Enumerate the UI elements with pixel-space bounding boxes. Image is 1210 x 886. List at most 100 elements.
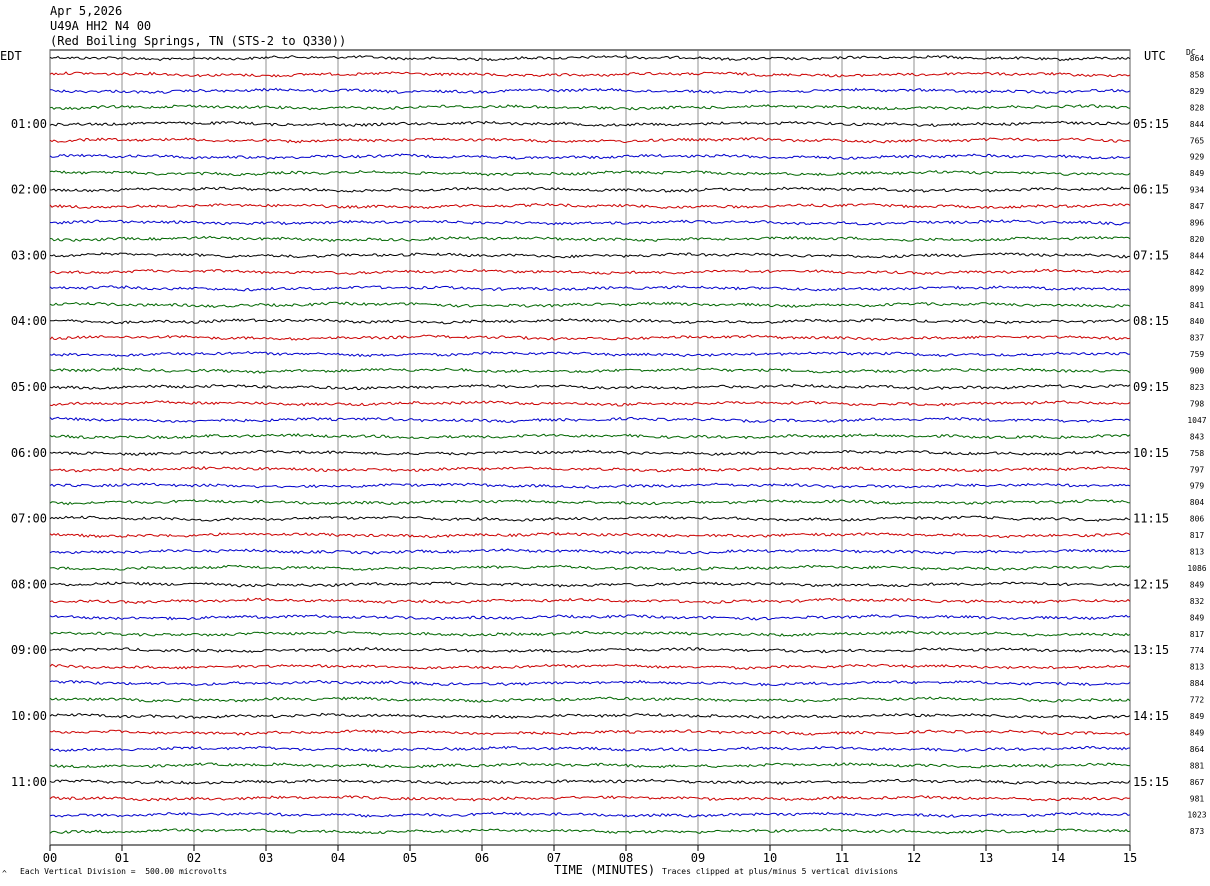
seismic-trace bbox=[49, 564, 1131, 572]
seismic-trace bbox=[49, 712, 1131, 720]
seismic-trace bbox=[49, 696, 1131, 703]
seismic-trace bbox=[49, 120, 1131, 127]
trace-dc-offset: 979 bbox=[1190, 482, 1205, 491]
trace-dc-offset: 849 bbox=[1190, 580, 1205, 589]
trace-dc-offset: 817 bbox=[1190, 531, 1205, 540]
trace-dc-offset: 896 bbox=[1190, 219, 1205, 228]
seismic-trace bbox=[49, 301, 1131, 308]
trace-dc-offset: 1047 bbox=[1187, 416, 1206, 425]
vertical-division-note: Each Vertical Division = 500.00 microvol… bbox=[20, 867, 228, 876]
seismic-trace bbox=[49, 137, 1131, 144]
seismic-trace bbox=[49, 432, 1131, 440]
left-time-label: 11:00 bbox=[11, 775, 47, 789]
x-tick-label: 09 bbox=[691, 851, 705, 865]
left-time-label: 06:00 bbox=[11, 446, 47, 460]
trace-dc-offset: 758 bbox=[1190, 449, 1205, 458]
trace-dc-offset: 813 bbox=[1190, 663, 1205, 672]
x-axis-title: TIME (MINUTES) bbox=[554, 863, 656, 877]
x-tick-label: 00 bbox=[43, 851, 57, 865]
seismic-trace bbox=[49, 235, 1131, 243]
right-time-label: 12:15 bbox=[1133, 577, 1169, 591]
left-time-label: 10:00 bbox=[11, 709, 47, 723]
left-time-label: 05:00 bbox=[11, 380, 47, 394]
seismic-trace bbox=[49, 614, 1131, 621]
seismic-trace bbox=[49, 515, 1131, 522]
trace-dc-offset: 881 bbox=[1190, 761, 1205, 770]
right-time-label: 05:15 bbox=[1133, 117, 1169, 131]
trace-dc-offset: 840 bbox=[1190, 317, 1205, 326]
right-time-label: 10:15 bbox=[1133, 446, 1169, 460]
x-tick-label: 07 bbox=[547, 851, 561, 865]
station-channel: U49A HH2 N4 00 bbox=[50, 19, 152, 33]
x-tick-label: 12 bbox=[907, 851, 921, 865]
right-time-label: 11:15 bbox=[1133, 512, 1169, 526]
seismic-trace bbox=[49, 416, 1131, 423]
seismic-trace bbox=[49, 252, 1131, 259]
x-tick-label: 15 bbox=[1123, 851, 1137, 865]
trace-dc-offset: 804 bbox=[1190, 498, 1205, 507]
seismic-trace bbox=[49, 548, 1131, 555]
trace-dc-offset: 820 bbox=[1190, 235, 1205, 244]
right-time-label: 08:15 bbox=[1133, 314, 1169, 328]
seismic-trace bbox=[49, 317, 1131, 325]
seismic-trace bbox=[49, 482, 1131, 489]
x-tick-label: 03 bbox=[259, 851, 273, 865]
station-location: (Red Boiling Springs, TN (STS-2 to Q330)… bbox=[50, 34, 347, 48]
seismic-trace bbox=[49, 219, 1131, 226]
scale-icon: ^ bbox=[2, 869, 7, 878]
trace-dc-offset: 765 bbox=[1190, 136, 1205, 145]
seismic-trace bbox=[50, 87, 1131, 94]
right-time-label: 15:15 bbox=[1133, 775, 1169, 789]
seismic-trace bbox=[49, 679, 1131, 687]
left-time-label: 02:00 bbox=[11, 183, 47, 197]
trace-dc-offset: 843 bbox=[1190, 432, 1205, 441]
trace-dc-offset: 1086 bbox=[1187, 564, 1206, 573]
x-tick-label: 14 bbox=[1051, 851, 1065, 865]
seismic-trace bbox=[49, 630, 1131, 637]
trace-dc-offset: 844 bbox=[1190, 251, 1205, 260]
seismic-trace bbox=[49, 465, 1130, 473]
trace-dc-offset: 798 bbox=[1190, 399, 1205, 408]
trace-dc-offset: 929 bbox=[1190, 153, 1205, 162]
left-time-label: 01:00 bbox=[11, 117, 47, 131]
trace-dc-offset: 844 bbox=[1190, 120, 1205, 129]
trace-dc-offset: 849 bbox=[1190, 169, 1205, 178]
left-time-label: 08:00 bbox=[11, 577, 47, 591]
seismic-trace bbox=[49, 334, 1131, 341]
trace-dc-offset: 772 bbox=[1190, 696, 1205, 705]
seismic-trace bbox=[49, 400, 1131, 407]
seismic-trace bbox=[49, 169, 1131, 177]
seismic-trace bbox=[49, 778, 1131, 786]
trace-dc-offset: 858 bbox=[1190, 70, 1205, 79]
trace-dc-offset: 864 bbox=[1190, 745, 1205, 754]
trace-dc-offset: 813 bbox=[1190, 548, 1205, 557]
seismic-trace bbox=[49, 268, 1131, 276]
trace-dc-offset: 884 bbox=[1190, 679, 1205, 688]
seismic-trace bbox=[49, 762, 1130, 769]
trace-dc-offset: 841 bbox=[1190, 301, 1205, 310]
trace-dc-offset: 797 bbox=[1190, 465, 1205, 474]
seismic-trace bbox=[49, 795, 1131, 802]
trace-dc-offset: 900 bbox=[1190, 367, 1205, 376]
trace-dc-offset: 829 bbox=[1190, 87, 1205, 96]
plot-date: Apr 5,2026 bbox=[50, 4, 123, 18]
right-time-label: 14:15 bbox=[1133, 709, 1169, 723]
seismic-trace bbox=[49, 367, 1131, 374]
seismic-trace bbox=[49, 71, 1131, 78]
trace-dc-offset: 832 bbox=[1190, 597, 1205, 606]
seismic-trace bbox=[49, 828, 1131, 835]
left-time-label: 07:00 bbox=[11, 512, 47, 526]
seismic-trace bbox=[49, 449, 1131, 456]
trace-dc-offset: 867 bbox=[1190, 778, 1205, 787]
clip-note: Traces clipped at plus/minus 5 vertical … bbox=[662, 867, 899, 876]
seismic-trace bbox=[49, 285, 1131, 292]
trace-dc-offset: 823 bbox=[1190, 383, 1205, 392]
x-tick-label: 13 bbox=[979, 851, 993, 865]
seismic-trace bbox=[49, 383, 1131, 391]
trace-dc-offset: 1023 bbox=[1187, 811, 1206, 820]
x-tick-label: 04 bbox=[331, 851, 345, 865]
dc-header-label: DC bbox=[1186, 48, 1196, 57]
right-time-label: 07:15 bbox=[1133, 248, 1169, 262]
seismic-trace bbox=[49, 104, 1131, 111]
